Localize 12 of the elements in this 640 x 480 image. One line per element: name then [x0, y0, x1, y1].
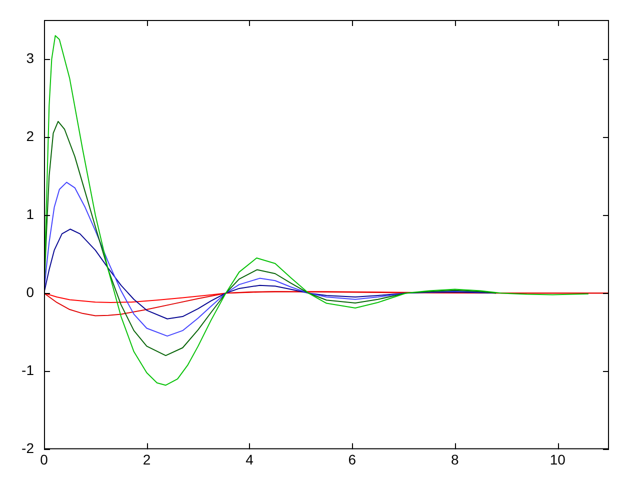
- y-tick-label: 3: [26, 50, 34, 66]
- y-tick-label: 0: [26, 284, 34, 300]
- y-tick-label: -1: [22, 362, 34, 378]
- y-tick-label: 2: [26, 128, 34, 144]
- x-tick-label: 8: [451, 451, 460, 468]
- y-tick-label: 1: [26, 206, 34, 222]
- x-tick-label: 0: [40, 451, 48, 468]
- x-tick-label: 4: [246, 451, 254, 468]
- y-tick-label: -2: [22, 440, 34, 456]
- x-tick-label: 10: [550, 451, 566, 468]
- x-tick-label: 2: [142, 451, 151, 468]
- x-tick-label: 6: [348, 451, 356, 468]
